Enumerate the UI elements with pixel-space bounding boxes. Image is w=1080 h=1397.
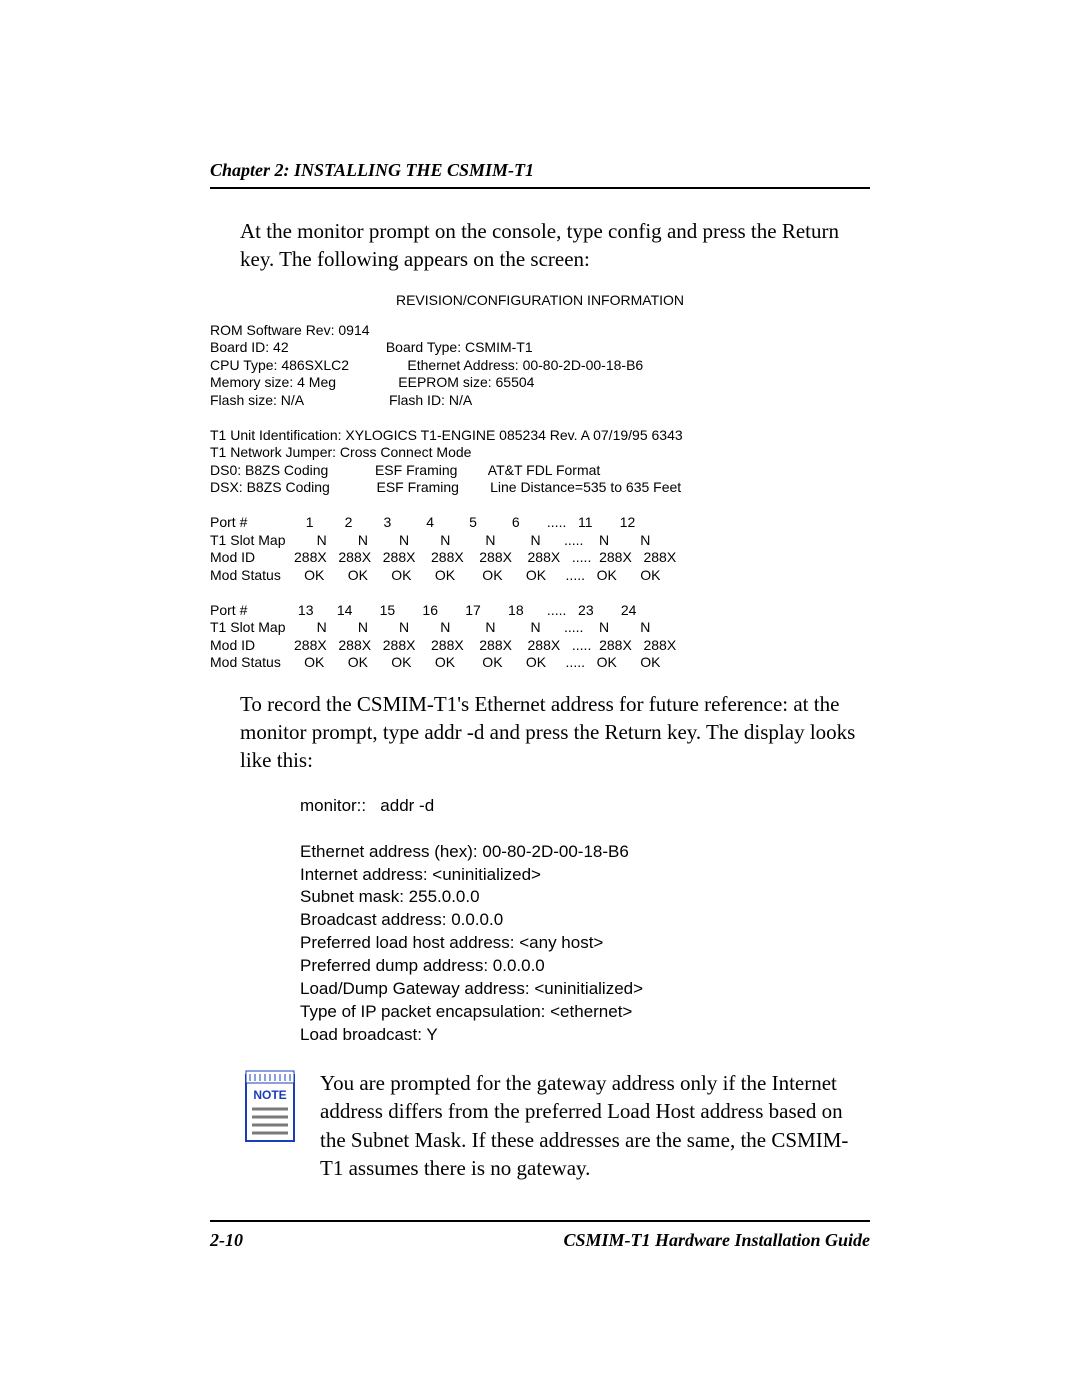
config-output-block: ROM Software Rev: 0914 Board ID: 42 Boar… (210, 322, 870, 672)
footer-page-number: 2-10 (210, 1230, 243, 1251)
note-icon: NOTE (240, 1069, 300, 1152)
para2-b: and press the (484, 720, 604, 744)
para2-cmd1: addr -d (424, 720, 484, 744)
footer-doc-title: CSMIM-T1 Hardware Installation Guide (563, 1230, 870, 1251)
para1-a: At the monitor prompt on the console, ty… (240, 219, 608, 243)
config-output-title: REVISION/CONFIGURATION INFORMATION (210, 292, 870, 308)
paragraph-addr-instruction: To record the CSMIM-T1's Ethernet addres… (240, 690, 870, 775)
page-footer: 2-10 CSMIM-T1 Hardware Installation Guid… (210, 1220, 870, 1251)
para2-cmd2: Return (605, 720, 662, 744)
note-label-text: NOTE (253, 1088, 286, 1102)
paragraph-config-instruction: At the monitor prompt on the console, ty… (240, 217, 870, 274)
note-body-text: You are prompted for the gateway address… (320, 1069, 870, 1182)
para1-cmd: config (608, 219, 662, 243)
note-row: NOTE You are prompted for the gateway ad… (240, 1069, 870, 1182)
addr-output-block: monitor:: addr -d Ethernet address (hex)… (300, 795, 870, 1047)
chapter-header: Chapter 2: INSTALLING THE CSMIM-T1 (210, 160, 870, 189)
